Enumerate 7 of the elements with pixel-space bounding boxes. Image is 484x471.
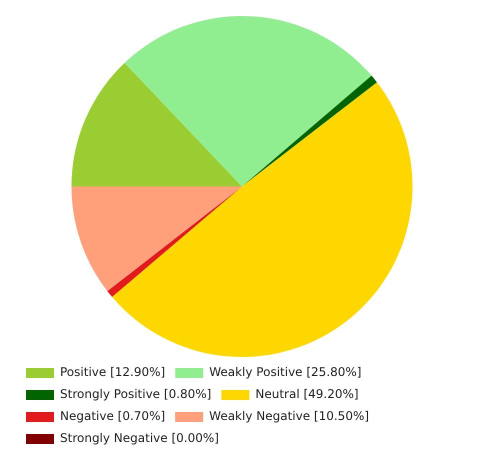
legend-label: Neutral [49.20%]: [255, 387, 359, 402]
legend-label: Negative [0.70%]: [60, 409, 166, 424]
legend-label: Strongly Negative [0.00%]: [60, 431, 219, 446]
legend-label: Weakly Negative [10.50%]: [209, 409, 370, 424]
legend-label: Weakly Positive [25.80%]: [209, 365, 362, 380]
legend-label: Positive [12.90%]: [60, 365, 166, 380]
legend-label: Strongly Positive [0.80%]: [60, 387, 212, 402]
